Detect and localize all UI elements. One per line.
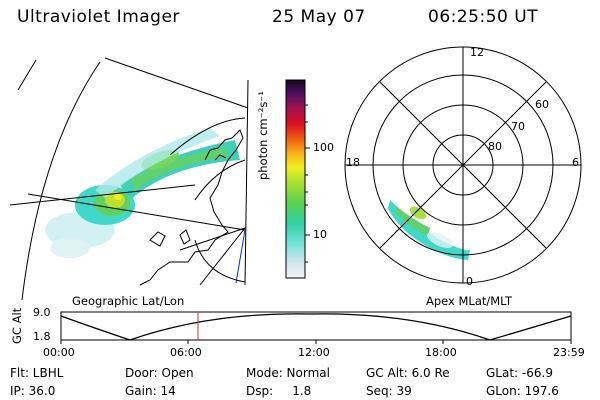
gain-info: Gain: 14 (125, 384, 176, 398)
altitude-ylabel: GC Alt (10, 307, 24, 344)
gc-alt-info: GC Alt: 6.0 Re (366, 366, 450, 380)
glon-info: GLon: 197.6 (486, 384, 559, 398)
colorbar (285, 79, 310, 279)
geo-aurora-emission (45, 128, 240, 258)
polar-plot (344, 46, 582, 284)
time-label: 06:25:50 UT (428, 7, 539, 27)
glat-info: GLat: -66.9 (486, 366, 553, 380)
altitude-ytick-max: 9.0 (33, 306, 51, 319)
seq-info: Seq: 39 (366, 384, 412, 398)
apex-label: Apex MLat/MLT (426, 294, 513, 308)
dsp-info: Dsp: 1.8 (246, 384, 312, 398)
time-tick-0600: 06:00 (170, 346, 202, 359)
filter-info: Flt: LBHL (10, 366, 64, 380)
altitude-ytick-min: 1.8 (33, 330, 51, 343)
colorbar-tick-10: 10 (313, 228, 327, 241)
date-label: 25 May 07 (272, 7, 366, 27)
mlt-label-12: 12 (470, 46, 484, 59)
altitude-plot (60, 311, 572, 344)
colorbar-label: photon cm⁻²s⁻¹ (256, 91, 270, 180)
time-tick-2359: 23:59 (553, 346, 585, 359)
time-tick-1200: 12:00 (298, 346, 330, 359)
polar-aurora-emission (388, 200, 470, 260)
app-title: Ultraviolet Imager (17, 7, 180, 27)
ip-info: IP: 36.0 (10, 384, 56, 398)
mlt-label-0: 0 (466, 275, 473, 288)
door-info: Door: Open (125, 366, 194, 380)
mlt-label-18: 18 (346, 156, 360, 169)
lat-label-80: 80 (488, 140, 502, 153)
geographic-label: Geographic Lat/Lon (72, 294, 185, 308)
time-tick-0000: 00:00 (43, 346, 75, 359)
mlt-label-6: 6 (572, 156, 579, 169)
colorbar-tick-100: 100 (313, 141, 334, 154)
lat-label-60: 60 (535, 98, 549, 111)
time-tick-1800: 18:00 (425, 346, 457, 359)
mode-info: Mode: Normal (246, 366, 330, 380)
geographic-map (9, 57, 249, 301)
lat-label-70: 70 (511, 120, 525, 133)
